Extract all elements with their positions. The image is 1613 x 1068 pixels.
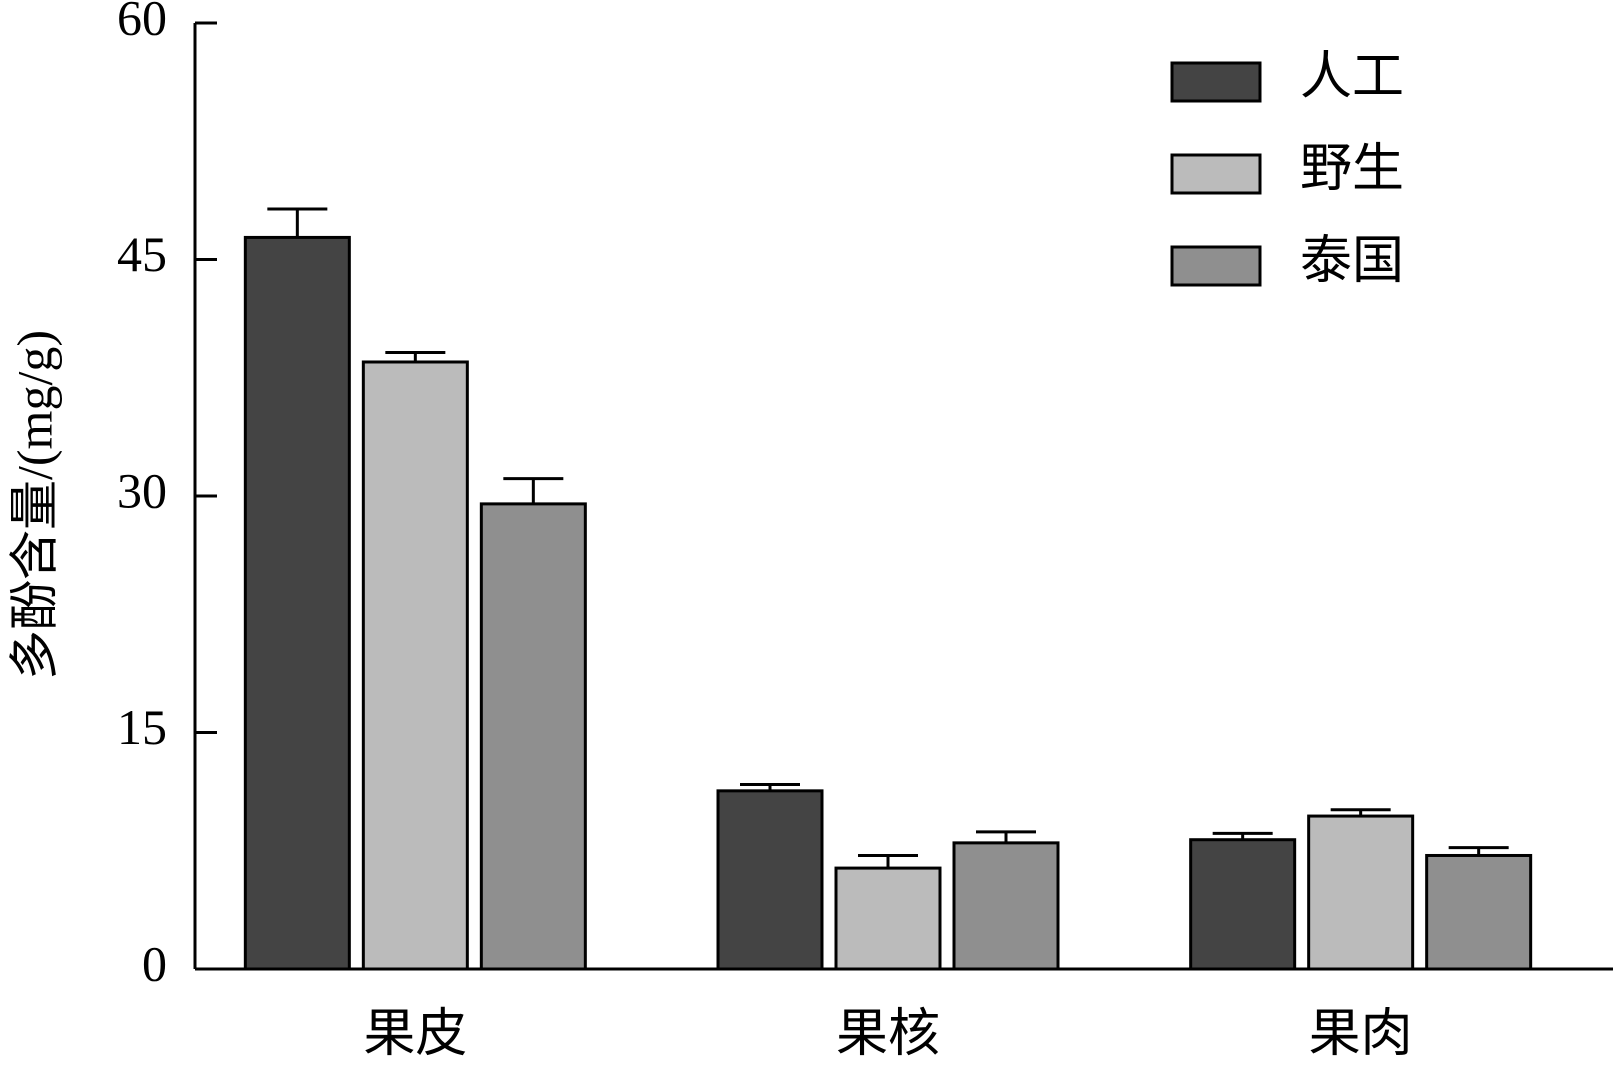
y-tick-label: 15 bbox=[117, 699, 167, 755]
y-axis-label: 多酚含量/(mg/g) bbox=[6, 330, 62, 680]
legend-label: 野生 bbox=[1300, 141, 1404, 198]
bar bbox=[479, 502, 587, 971]
error-bar bbox=[503, 477, 564, 504]
bar bbox=[1307, 814, 1415, 971]
error-bar bbox=[1448, 846, 1509, 856]
bar bbox=[1189, 838, 1297, 971]
y-tick-label: 60 bbox=[117, 0, 167, 45]
bar bbox=[952, 841, 1060, 971]
legend-label: 泰国 bbox=[1300, 233, 1404, 290]
error-bar bbox=[858, 853, 918, 869]
bar bbox=[834, 866, 942, 971]
legend-swatch bbox=[1170, 153, 1262, 195]
legend-label: 人工 bbox=[1300, 49, 1404, 106]
x-tick-label: 果肉 bbox=[1309, 1006, 1413, 1063]
x-tick-label: 果核 bbox=[836, 1006, 940, 1063]
y-tick-label: 0 bbox=[142, 935, 167, 991]
legend-swatch bbox=[1170, 61, 1262, 103]
x-tick-label: 果皮 bbox=[363, 1006, 467, 1063]
error-bar bbox=[385, 351, 446, 362]
bar bbox=[361, 360, 469, 971]
y-tick-label: 30 bbox=[117, 462, 167, 518]
error-bar bbox=[1212, 831, 1273, 840]
legend-swatch bbox=[1170, 245, 1262, 287]
error-bar bbox=[1330, 808, 1391, 817]
error-bar bbox=[976, 830, 1036, 843]
bar bbox=[243, 235, 351, 971]
bar bbox=[1425, 853, 1533, 971]
error-bar bbox=[267, 207, 328, 238]
error-bar bbox=[740, 783, 800, 791]
bar bbox=[716, 789, 824, 971]
y-tick-label: 45 bbox=[117, 226, 167, 282]
